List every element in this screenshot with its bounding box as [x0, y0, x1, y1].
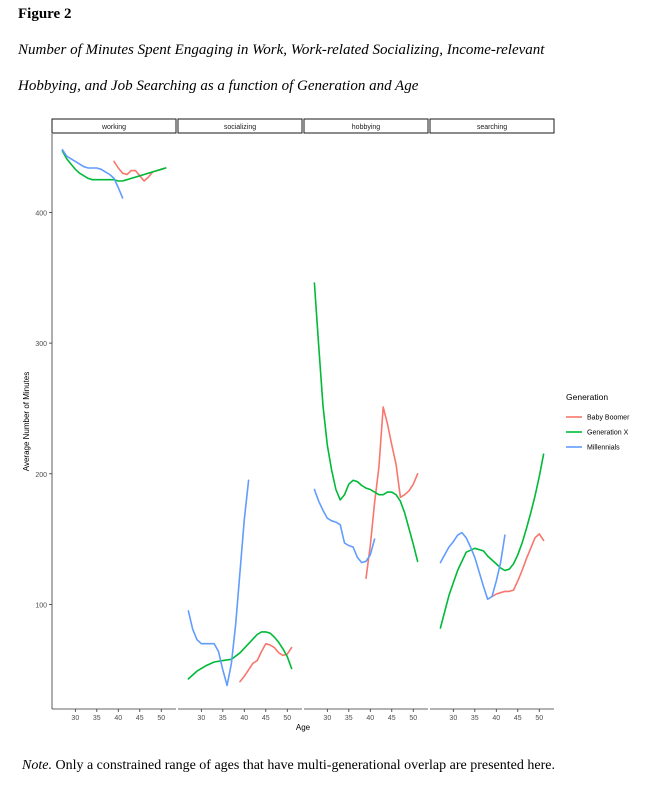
x-tick-label: 30 — [197, 715, 205, 722]
series-line-searching-baby-boomer — [491, 533, 545, 598]
y-tick-label: 400 — [35, 210, 47, 217]
x-tick-label: 35 — [219, 715, 227, 722]
series-line-hobbying-generation-x — [313, 282, 419, 563]
x-tick-label: 45 — [388, 715, 396, 722]
series-line-socializing-baby-boomer — [239, 642, 293, 683]
x-tick-label: 30 — [323, 715, 331, 722]
y-tick-label: 200 — [35, 472, 47, 479]
legend-label-millennials: Millennials — [587, 445, 620, 452]
x-axis-title: Age — [296, 723, 311, 732]
x-tick-label: 50 — [409, 715, 417, 722]
y-axis-title: Average Number of Minutes — [22, 372, 31, 471]
y-tick-label: 300 — [35, 341, 47, 348]
series-line-working-generation-x — [61, 150, 167, 182]
series-line-socializing-millennials — [187, 479, 250, 687]
series-line-searching-millennials — [439, 531, 506, 600]
x-tick-label: 35 — [345, 715, 353, 722]
x-tick-label: 40 — [492, 715, 500, 722]
faceted-line-chart: 100 200 300 400 Average Number of Minutes wor… — [22, 118, 630, 732]
x-tick-label: 40 — [240, 715, 248, 722]
figure-note: Note. Only a constrained range of ages t… — [22, 758, 555, 774]
x-tick-label: 40 — [114, 715, 122, 722]
series-line-working-millennials — [61, 148, 124, 199]
x-tick-label: 50 — [157, 715, 165, 722]
x-tick-label: 45 — [514, 715, 522, 722]
x-tick-label: 45 — [136, 715, 144, 722]
legend-label-generation-x: Generation X — [587, 430, 629, 437]
series-line-working-baby-boomer — [113, 160, 167, 182]
legend-label-baby-boomer: Baby Boomer — [587, 415, 630, 422]
facet-strip-socializing — [177, 118, 303, 134]
facet-strip-hobbying — [303, 118, 429, 134]
facet-strip-working — [51, 118, 177, 134]
x-tick-label: 50 — [283, 715, 291, 722]
facet-label-searching: searching — [477, 124, 507, 131]
x-tick-label: 40 — [366, 715, 374, 722]
series-line-hobbying-baby-boomer — [365, 406, 419, 580]
note-label: Note. — [22, 758, 52, 773]
facet-label-working: working — [101, 124, 126, 131]
x-tick-label: 35 — [471, 715, 479, 722]
y-tick-label: 100 — [35, 602, 47, 609]
x-tick-label: 45 — [262, 715, 270, 722]
series-line-hobbying-millennials — [313, 488, 376, 564]
series-line-socializing-generation-x — [187, 631, 293, 680]
facet-label-socializing: socializing — [224, 124, 256, 131]
note-text: Only a constrained range of ages that ha… — [51, 758, 555, 773]
figure-label: Figure 2 — [18, 6, 72, 22]
x-tick-label: 30 — [449, 715, 457, 722]
x-tick-label: 30 — [71, 715, 79, 722]
series-line-searching-generation-x — [439, 453, 545, 629]
figure-subtitle-line2: Hobbying, and Job Searching as a functio… — [18, 78, 419, 94]
facet-label-hobbying: hobbying — [352, 124, 381, 131]
figure-subtitle-line1: Number of Minutes Spent Engaging in Work… — [18, 42, 545, 58]
x-tick-label: 35 — [93, 715, 101, 722]
facet-strip-searching — [429, 118, 555, 134]
legend-title: Generation — [566, 392, 608, 402]
x-tick-label: 50 — [535, 715, 543, 722]
